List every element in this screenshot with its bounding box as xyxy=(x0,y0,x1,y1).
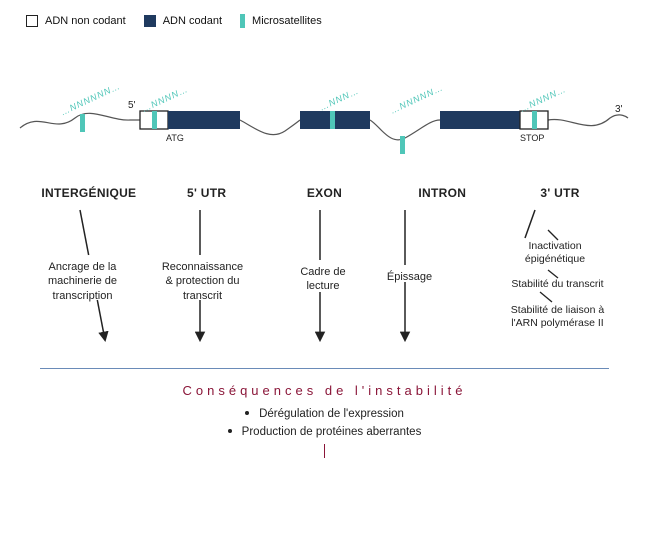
swatch-noncoding xyxy=(26,15,38,27)
consequences-list: Dérégulation de l'expression Production … xyxy=(0,408,649,438)
divider xyxy=(40,368,609,369)
swatch-microsat xyxy=(240,14,245,28)
desc-intergenic: Ancrage de lamachinerie detranscription xyxy=(35,260,130,303)
consequence-1: Dérégulation de l'expression xyxy=(259,408,404,420)
legend-noncoding-label: ADN non codant xyxy=(45,15,126,27)
small-divider xyxy=(324,444,325,458)
region-5utr: 5' UTR xyxy=(148,186,266,200)
consequence-item: Production de protéines aberrantes xyxy=(0,426,649,438)
consequence-item: Dérégulation de l'expression xyxy=(0,408,649,420)
desc-utr3-inactivation: Inactivationépigénétique xyxy=(500,240,610,266)
region-intergenic: INTERGÉNIQUE xyxy=(30,186,148,200)
legend: ADN non codant ADN codant Microsatellite… xyxy=(0,0,649,28)
gene-svg: 5' 3' ATG STOP xyxy=(0,56,649,176)
legend-microsat-label: Microsatellites xyxy=(252,15,322,27)
legend-noncoding: ADN non codant xyxy=(26,15,126,27)
arrows-area: Ancrage de lamachinerie detranscription … xyxy=(0,200,649,360)
desc-utr3-stabilite-liaison: Stabilité de liaison àl'ARN polymérase I… xyxy=(495,304,620,330)
bullet-icon xyxy=(245,411,249,415)
legend-microsat: Microsatellites xyxy=(240,14,322,28)
desc-utr5: Reconnaissance& protection dutranscrit xyxy=(155,260,250,303)
region-labels: INTERGÉNIQUE 5' UTR EXON INTRON 3' UTR xyxy=(0,186,649,200)
svg-text:3': 3' xyxy=(615,104,623,115)
desc-utr3-stabilite-transcrit: Stabilité du transcrit xyxy=(500,278,615,291)
legend-coding-label: ADN codant xyxy=(163,15,222,27)
bullet-icon xyxy=(228,429,232,433)
gene-diagram: 5'3'ATGSTOP …NNNNNN……NNNN……NNN……NNNNN……N… xyxy=(0,56,649,176)
desc-intron: Épissage xyxy=(382,270,437,284)
region-intron: INTRON xyxy=(383,186,501,200)
swatch-coding xyxy=(144,15,156,27)
region-3utr: 3' UTR xyxy=(501,186,619,200)
region-exon: EXON xyxy=(266,186,384,200)
consequences-title: Conséquences de l'instabilité xyxy=(0,383,649,398)
legend-coding: ADN codant xyxy=(144,15,222,27)
svg-text:ATG: ATG xyxy=(166,133,184,143)
desc-exon: Cadre delecture xyxy=(293,265,353,294)
svg-text:5': 5' xyxy=(128,100,136,111)
consequence-2: Production de protéines aberrantes xyxy=(242,426,422,438)
svg-text:STOP: STOP xyxy=(520,133,544,143)
